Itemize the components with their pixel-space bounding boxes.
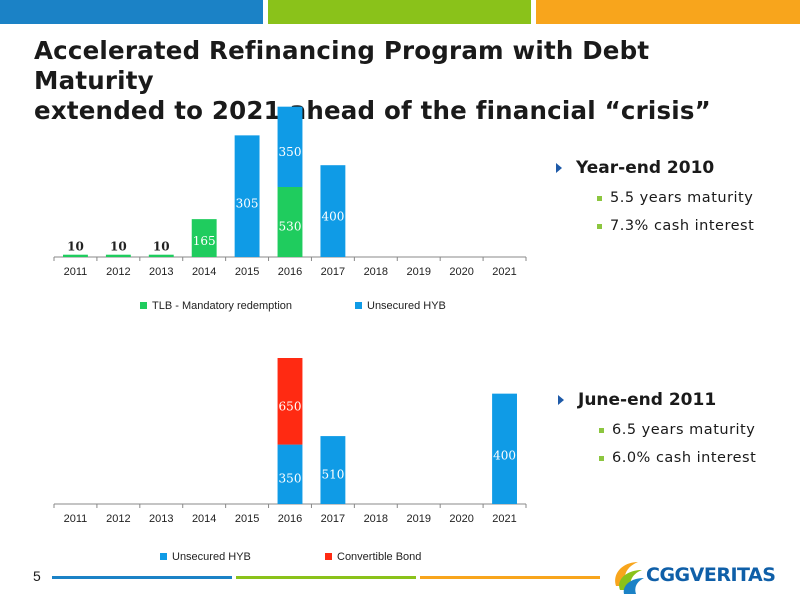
legend-swatch xyxy=(160,553,167,560)
x-tick-label: 2017 xyxy=(321,266,345,278)
square-bullet-icon xyxy=(599,455,604,461)
data-label: 165 xyxy=(193,234,216,248)
bullet-heading: June-end 2011 xyxy=(558,390,756,410)
top-bar-blue xyxy=(0,0,263,24)
legend-swatch xyxy=(325,553,332,560)
bullets-june-end-2011: June-end 2011 6.5 years maturity 6.0% ca… xyxy=(558,390,756,466)
data-label: 10 xyxy=(67,240,84,254)
bar-2021-0 xyxy=(492,393,517,504)
bar-2011-0 xyxy=(63,254,88,257)
x-tick-label: 2020 xyxy=(449,266,473,278)
bar-2015-1 xyxy=(234,135,260,257)
x-tick-label: 2021 xyxy=(492,513,516,525)
x-tick-label: 2021 xyxy=(492,266,516,278)
bar-2012-0 xyxy=(105,254,131,257)
company-logo: CGGVERITAS xyxy=(610,556,790,596)
x-tick-label: 2020 xyxy=(449,513,473,525)
x-tick-label: 2018 xyxy=(364,513,388,525)
data-label: 350 xyxy=(279,145,302,159)
x-tick-label: 2015 xyxy=(235,513,259,525)
legend-swatch xyxy=(355,302,362,309)
logo-swoosh-icon xyxy=(615,562,644,594)
bar-2017-0 xyxy=(320,436,346,504)
square-bullet-icon xyxy=(597,223,602,229)
x-tick-label: 2014 xyxy=(192,266,216,278)
x-tick-label: 2012 xyxy=(106,266,130,278)
x-tick-label: 2019 xyxy=(406,513,430,525)
x-tick-label: 2014 xyxy=(192,513,216,525)
bottom-bar-orange xyxy=(420,576,600,579)
bullet-heading: Year-end 2010 xyxy=(556,158,754,178)
data-label: 510 xyxy=(321,467,344,481)
bottom-bar-green xyxy=(236,576,416,579)
bar-2016-0 xyxy=(277,444,303,504)
data-label: 10 xyxy=(153,240,170,254)
legend-label: Unsecured HYB xyxy=(367,300,446,312)
data-label: 350 xyxy=(279,471,302,485)
x-tick-label: 2019 xyxy=(406,266,430,278)
square-bullet-icon xyxy=(597,195,602,201)
page-number: 5 xyxy=(33,568,41,584)
data-label: 650 xyxy=(279,400,302,414)
x-tick-label: 2017 xyxy=(321,513,345,525)
slide-title-line-2: extended to 2021 ahead of the financial … xyxy=(34,96,711,125)
x-tick-label: 2012 xyxy=(106,513,130,525)
slide-title: Accelerated Refinancing Program with Deb… xyxy=(34,36,774,126)
arrow-right-icon xyxy=(556,163,562,173)
bar-2017-1 xyxy=(320,165,346,257)
bar-2013-0 xyxy=(148,254,174,257)
arrow-right-icon xyxy=(558,395,564,405)
bar-2014-0 xyxy=(191,219,217,257)
bullet-item-text: 6.5 years maturity xyxy=(612,422,756,438)
top-bar-orange xyxy=(536,0,800,24)
chart-year-end-2010: 10 10 10 165 530 305 350 400 2011 2012 2013 2014 201… xyxy=(53,106,527,312)
top-bar-green xyxy=(268,0,531,24)
legend-label: TLB - Mandatory redemption xyxy=(152,300,292,312)
bullet-heading-text: Year-end 2010 xyxy=(576,158,715,178)
bullet-item-text: 7.3% cash interest xyxy=(610,218,755,234)
x-tick-label: 2011 xyxy=(64,266,88,278)
slide-title-line-1: Accelerated Refinancing Program with Deb… xyxy=(34,36,650,95)
bullet-item: 7.3% cash interest xyxy=(597,218,754,234)
x-tick-label: 2016 xyxy=(278,266,302,278)
x-tick-label: 2011 xyxy=(64,513,88,525)
x-tick-label: 2015 xyxy=(235,266,259,278)
bullet-item: 6.5 years maturity xyxy=(599,422,756,438)
legend-label: Convertible Bond xyxy=(337,551,421,563)
x-tick-label: 2016 xyxy=(278,513,302,525)
data-label: 530 xyxy=(279,220,302,234)
bullet-item: 5.5 years maturity xyxy=(597,190,754,206)
bullets-year-end-2010: Year-end 2010 5.5 years maturity 7.3% ca… xyxy=(556,158,754,234)
bullet-heading-text: June-end 2011 xyxy=(578,390,717,410)
data-label: 400 xyxy=(321,210,344,224)
bullet-item: 6.0% cash interest xyxy=(599,450,756,466)
data-label: 10 xyxy=(110,240,127,254)
bar-2016-0 xyxy=(277,187,303,257)
square-bullet-icon xyxy=(599,427,604,433)
data-label: 400 xyxy=(493,448,516,462)
x-tick-label: 2013 xyxy=(149,266,173,278)
legend-swatch xyxy=(140,302,147,309)
bar-2016-1 xyxy=(277,358,303,445)
data-label: 305 xyxy=(236,196,259,210)
legend-label: Unsecured HYB xyxy=(172,551,251,563)
chart-june-end-2011: 350 510 400 650 2011 2012 2013 2014 2015 2016 2017… xyxy=(53,358,527,563)
bar-2016-1 xyxy=(277,106,303,187)
bullet-item-text: 6.0% cash interest xyxy=(612,450,757,466)
bullet-item-text: 5.5 years maturity xyxy=(610,190,754,206)
bottom-bar-blue xyxy=(52,576,232,579)
x-tick-label: 2013 xyxy=(149,513,173,525)
x-tick-label: 2018 xyxy=(364,266,388,278)
logo-text: CGGVERITAS xyxy=(646,564,776,586)
